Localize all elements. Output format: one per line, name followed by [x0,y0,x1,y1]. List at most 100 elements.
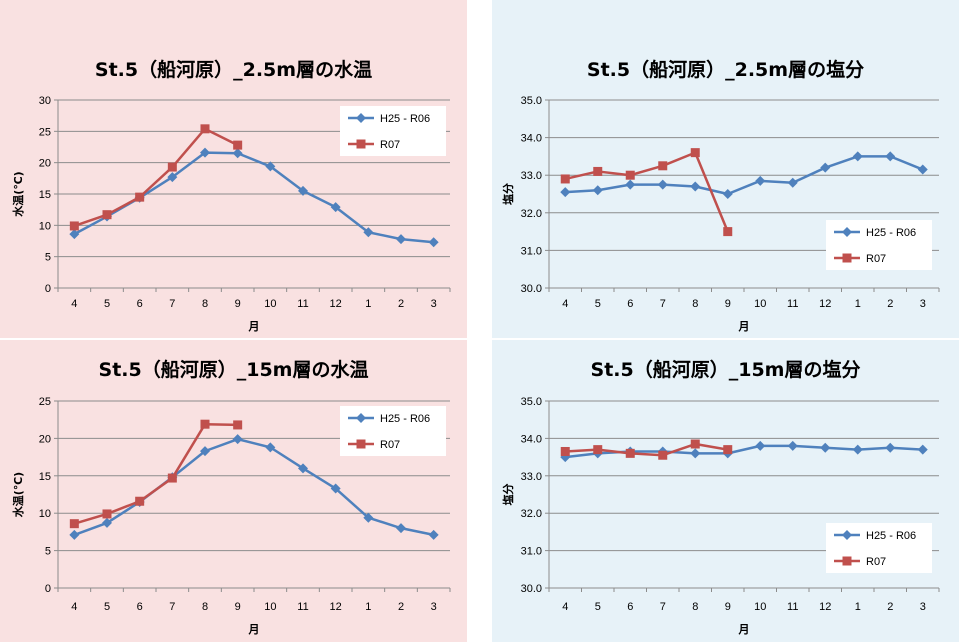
x-tick-label: 5 [595,601,601,613]
data-point-h25-r06 [885,442,896,453]
legend-marker-square [356,139,366,149]
series-line-r07 [564,151,729,233]
data-point-h25-r06 [592,185,603,196]
data-point-h25-r06 [200,446,210,457]
y-tick-label: 34.0 [521,433,542,445]
data-point-h25-r06 [657,179,668,190]
x-axis-label: 月 [248,623,260,636]
x-tick-label: 9 [725,298,731,310]
x-tick-label: 5 [104,601,110,613]
x-tick-label: 4 [562,298,568,310]
y-tick-label: 25 [39,126,51,138]
legend-marker-square [842,253,852,263]
y-tick-label: 10 [39,220,51,232]
y-axis-label: 水温(℃) [11,171,25,216]
legend-marker-diamond [842,227,852,237]
chart-panel-temp-15m: St.5（船河原）_15m層の水温 0 5 10 15 20 25 4 5 6 7 8 9 10 11 12 1… [0,340,467,642]
data-point-r07 [625,448,635,458]
data-point-r07 [593,445,603,455]
x-tick-label: 9 [725,601,731,613]
legend-label: R07 [380,439,400,451]
data-point-r07 [102,210,112,220]
x-tick-label: 6 [627,298,633,310]
chart-panel-salinity-2-5m: St.5（船河原）_2.5m層の塩分 30.0 31.0 32.0 33.0 34.0 35… [492,0,959,338]
x-tick-label: 2 [887,601,893,613]
y-tick-label: 30.0 [521,583,542,595]
x-tick-label: 4 [71,298,77,310]
y-tick-label: 32.0 [521,208,542,220]
data-point-h25-r06 [167,172,178,183]
data-point-r07 [200,124,210,134]
x-tick-label: 3 [431,601,437,613]
data-point-h25-r06 [200,147,210,158]
x-tick-label: 3 [920,601,926,613]
data-point-h25-r06 [787,177,798,188]
y-tick-label: 30.0 [521,283,542,295]
data-point-r07 [167,162,177,172]
chart-title: St.5（船河原）_15m層の水温 [99,358,369,381]
x-tick-label: 9 [235,601,241,613]
x-tick-label: 2 [398,601,404,613]
y-tick-label: 0 [45,283,51,295]
data-point-h25-r06 [396,234,406,245]
data-point-h25-r06 [625,179,636,190]
data-point-h25-r06 [852,151,863,162]
data-point-r07 [560,174,570,184]
data-point-h25-r06 [755,175,766,186]
y-tick-label: 10 [39,508,51,520]
data-point-h25-r06 [917,444,928,455]
data-point-h25-r06 [852,444,863,455]
x-tick-label: 8 [202,298,208,310]
data-point-r07 [560,446,570,456]
data-point-r07 [69,519,79,529]
x-tick-label: 6 [627,601,633,613]
data-point-h25-r06 [363,227,374,238]
data-point-r07 [233,420,243,430]
x-tick-label: 5 [104,298,110,310]
x-tick-label: 4 [562,601,568,613]
data-point-h25-r06 [232,434,243,445]
x-tick-label: 4 [71,601,77,613]
data-point-h25-r06 [820,442,831,453]
chart-title: St.5（船河原）_2.5m層の塩分 [587,58,864,81]
x-axis-label: 月 [248,320,260,333]
y-axis-label: 塩分 [501,484,515,506]
x-tick-label: 8 [202,601,208,613]
legend-marker-square [842,556,852,566]
x-tick-label: 10 [264,298,276,310]
x-tick-label: 10 [754,601,766,613]
x-tick-label: 11 [297,298,308,310]
chart-background [492,0,959,338]
x-tick-label: 3 [431,298,437,310]
data-point-r07 [658,161,668,171]
y-tick-label: 25 [39,396,51,408]
y-axis-label: 水温(℃) [11,472,25,517]
legend-label: H25 - R06 [380,413,430,425]
chart-background [492,340,959,642]
x-tick-label: 10 [754,298,766,310]
data-point-h25-r06 [363,512,374,523]
data-point-h25-r06 [755,440,766,451]
x-tick-label: 5 [595,298,601,310]
y-tick-label: 35.0 [521,396,542,408]
x-tick-label: 2 [887,298,893,310]
x-tick-label: 7 [660,601,666,613]
series-line-r07 [73,127,239,228]
x-tick-label: 3 [920,298,926,310]
x-tick-label: 11 [787,298,798,310]
legend-marker-diamond [356,413,366,423]
data-point-h25-r06 [722,189,733,199]
data-point-h25-r06 [102,517,112,528]
data-point-h25-r06 [690,448,701,459]
data-point-h25-r06 [787,440,798,451]
y-tick-label: 5 [45,252,51,264]
data-point-h25-r06 [330,483,341,494]
x-tick-label: 12 [330,601,342,613]
data-point-h25-r06 [428,237,439,248]
chart-background [0,0,467,338]
y-tick-label: 33.0 [521,471,542,483]
chart-svg: St.5（船河原）_15m層の塩分 30.0 31.0 32.0 33.0 34.0 35.… [492,340,959,642]
series-line-r07 [565,442,728,457]
x-tick-label: 10 [264,601,276,613]
